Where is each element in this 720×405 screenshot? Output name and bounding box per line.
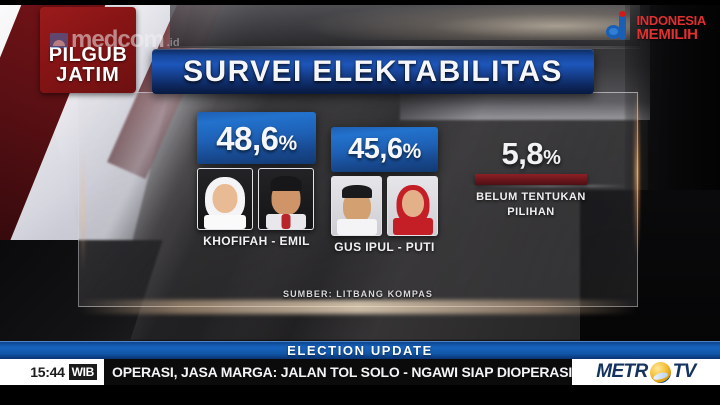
- medcom-watermark-name: medcom: [71, 26, 165, 53]
- result-group-2: 45,6% GUS IPUL - PUTI: [331, 127, 438, 254]
- bottom-letterbox: [0, 385, 720, 405]
- studio-top-flare: [300, 0, 630, 40]
- result-name-1: KHOFIFAH - EMIL: [203, 234, 310, 248]
- result-value-box-2: 45,6%: [331, 127, 438, 172]
- result-value-1: 48,6%: [216, 119, 297, 157]
- studio-ceiling-edge: [170, 46, 640, 49]
- ticker-headline: OPERASI, JASA MARGA: JALAN TOL SOLO - NG…: [112, 364, 572, 380]
- results-area: 48,6% KHOFIFAH - EMIL: [78, 92, 638, 307]
- result-value-2: 45,6%: [348, 133, 421, 165]
- undecided-value: 5,8%: [501, 136, 561, 171]
- medcom-watermark: medcom .id: [50, 28, 180, 52]
- indonesia-memilih-line2: MEMILIH: [636, 26, 698, 43]
- candidate-photo-gus-ipul: [331, 176, 382, 236]
- metrotv-orb-icon: [649, 361, 671, 383]
- headline-text: SURVEI ELEKTABILITAS: [183, 54, 563, 88]
- candidate-photo-khofifah: [197, 168, 253, 230]
- undecided-label-line1: BELUM TENTUKAN: [476, 191, 586, 203]
- election-update-banner: ELECTION UPDATE: [0, 341, 720, 359]
- election-update-banner-text: ELECTION UPDATE: [287, 342, 433, 358]
- result-group-1: 48,6% KHOFIFAH - EMIL: [197, 112, 316, 248]
- ticker-time: 15:44: [30, 364, 65, 380]
- glass-panel: [78, 92, 638, 307]
- indonesia-memilih-line1: INDONESIA: [636, 13, 706, 28]
- medcom-watermark-suffix: .id: [166, 37, 180, 49]
- ticker-headline-container: OPERASI, JASA MARGA: JALAN TOL SOLO - NG…: [104, 359, 572, 385]
- candidate-photo-puti: [387, 176, 438, 236]
- source-note: SUMBER: LITBANG KOMPAS: [282, 289, 434, 299]
- result-name-2: GUS IPUL - PUTI: [334, 240, 435, 254]
- undecided-bar: [475, 174, 587, 185]
- ticker-bar: 15:44 WIB OPERASI, JASA MARGA: JALAN TOL…: [0, 359, 720, 385]
- medcom-mark-icon: [50, 32, 68, 48]
- ticker-clock: 15:44 WIB: [0, 359, 104, 385]
- candidate-photos-2: [331, 176, 438, 236]
- candidate-photo-emil: [258, 168, 314, 230]
- glass-panel-bottom-glow: [78, 300, 638, 314]
- result-value-box-1: 48,6%: [197, 112, 316, 164]
- program-badge: PILGUB JATIM: [40, 7, 136, 93]
- ticker-timezone: WIB: [68, 364, 97, 380]
- metrotv-logo-part1: METR: [596, 361, 648, 382]
- top-letterbox: [0, 0, 720, 5]
- indonesia-memilih-logo: INDONESIA MEMILIH: [606, 11, 706, 43]
- result-group-undecided: 5,8% BELUM TENTUKAN PILIHAN: [456, 138, 606, 218]
- headline-bar: SURVEI ELEKTABILITAS: [152, 49, 594, 94]
- indonesia-memilih-mark-icon: [606, 11, 632, 42]
- program-badge-line1: PILGUB: [48, 44, 128, 66]
- undecided-label-line2: PILIHAN: [507, 206, 555, 218]
- candidate-photos-1: [197, 168, 316, 230]
- program-badge-line2: JATIM: [56, 64, 120, 86]
- metrotv-logo: METR TV: [572, 359, 720, 385]
- metrotv-logo-part2: TV: [672, 361, 697, 382]
